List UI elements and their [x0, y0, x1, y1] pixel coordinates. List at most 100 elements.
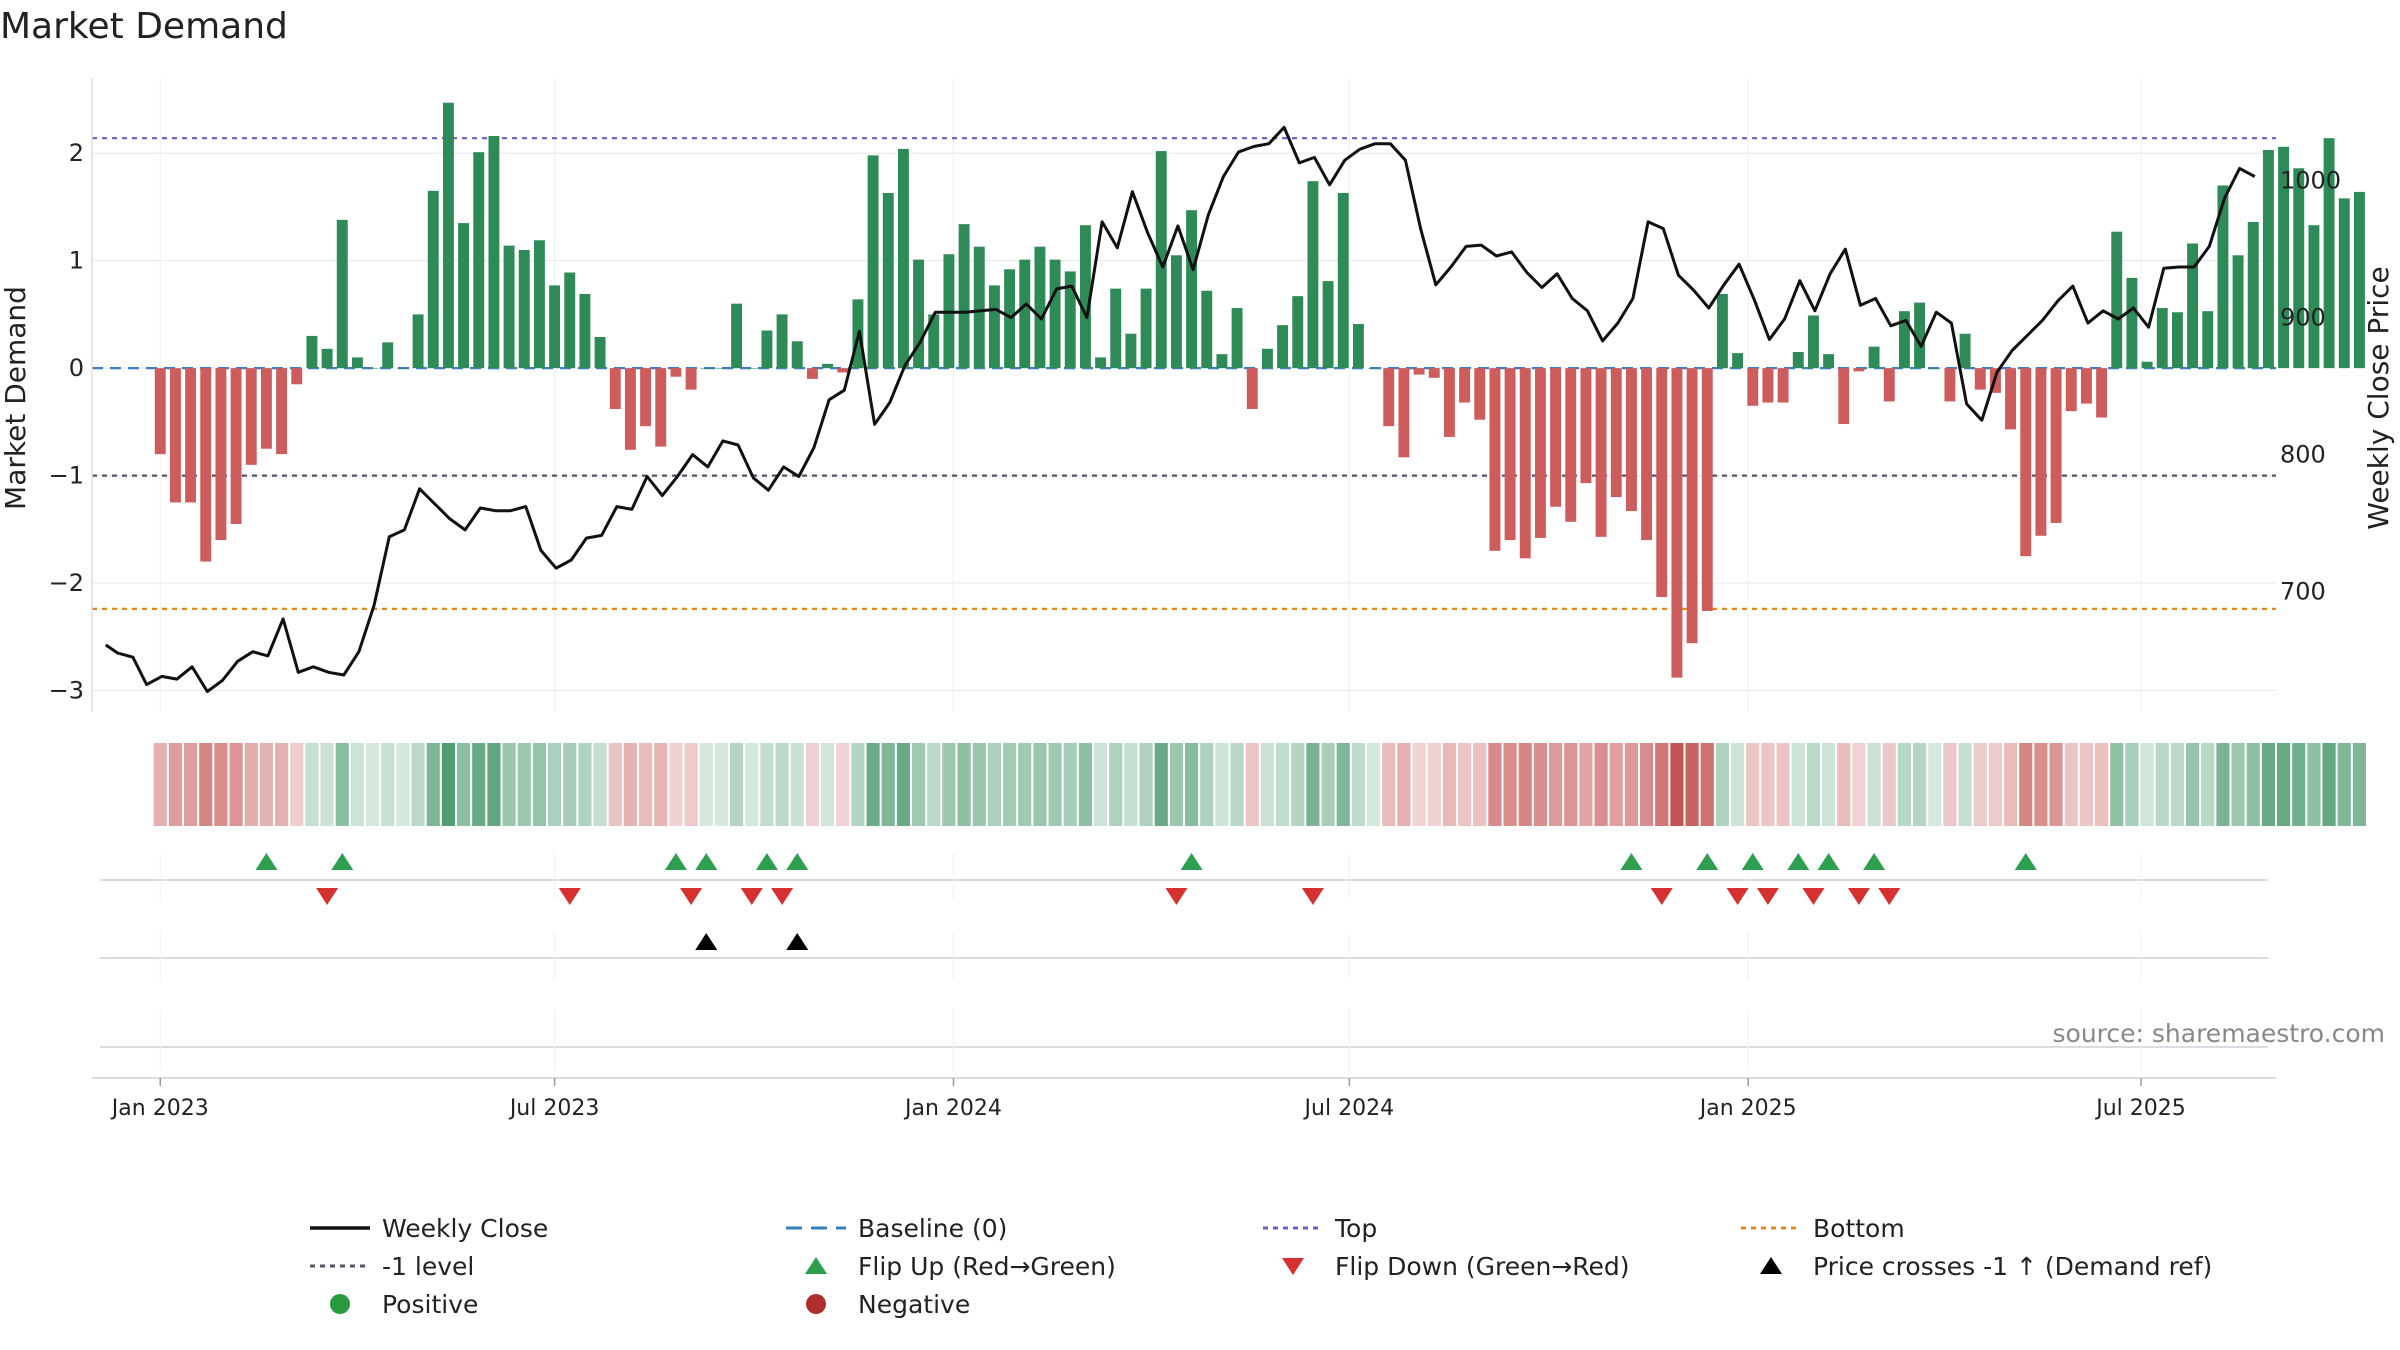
- positive-demand-bar: [458, 223, 470, 369]
- positive-demand-bar: [958, 224, 970, 369]
- legend-swatch-dot: [330, 1294, 350, 1314]
- heat-strip-cell-negative: [1427, 743, 1441, 826]
- positive-demand-bar: [351, 357, 363, 369]
- heat-strip-cell-positive: [821, 743, 835, 826]
- negative-demand-bar: [2035, 368, 2047, 536]
- negative-demand-bar: [169, 368, 181, 503]
- positive-demand-bar: [1125, 333, 1137, 369]
- negative-demand-bar: [276, 368, 288, 455]
- heat-strip-cell-positive: [912, 743, 926, 826]
- positive-demand-bar: [988, 285, 1000, 369]
- positive-demand-bar: [336, 219, 348, 369]
- heat-strip-cell-negative: [608, 743, 622, 826]
- positive-demand-bar: [2353, 191, 2365, 369]
- x-tick-label: Jan 2024: [903, 1096, 1002, 1121]
- positive-demand-bar: [1959, 333, 1971, 369]
- legend-label: -1 level: [382, 1252, 474, 1281]
- heat-strip-cell-negative: [1988, 743, 2002, 826]
- positive-demand-bar: [2141, 361, 2153, 369]
- negative-demand-bar: [1656, 368, 1668, 598]
- negative-demand-bar: [1383, 368, 1395, 427]
- heat-strip-cell-positive: [1897, 743, 1911, 826]
- y-tick-label-right: 700: [2280, 577, 2326, 605]
- positive-demand-bar: [549, 285, 561, 369]
- positive-demand-bar: [882, 192, 894, 369]
- heat-strip-cell-positive: [1200, 743, 1214, 826]
- heat-strip-cell-negative: [1837, 743, 1851, 826]
- y-tick-label-left: 0: [69, 354, 84, 382]
- positive-demand-bar: [822, 363, 834, 369]
- heat-strip-cell-positive: [942, 743, 956, 826]
- heat-strip-cell-negative: [669, 743, 683, 826]
- heat-strip-cell-negative: [1746, 743, 1760, 826]
- positive-demand-bar: [1292, 296, 1304, 369]
- heat-strip-cell-positive: [2322, 743, 2336, 826]
- flip-up-marker: [2014, 853, 2037, 870]
- source-note: source: sharemaestro.com: [2053, 1019, 2386, 1048]
- axes: −3 −2 −1 0 1 2 700 800 900 1000: [49, 78, 2341, 712]
- positive-demand-bar: [1201, 290, 1213, 369]
- reference-levels: [92, 137, 2276, 610]
- heat-strip-cell-positive: [366, 743, 380, 826]
- price-cross-marker: [786, 933, 809, 950]
- positive-demand-bar: [2217, 185, 2229, 369]
- negative-demand-bar: [200, 368, 212, 562]
- legend-label: Negative: [858, 1290, 970, 1319]
- negative-demand-bar: [1580, 368, 1592, 484]
- negative-demand-bar: [1489, 368, 1501, 551]
- negative-demand-bar: [1595, 368, 1607, 537]
- heat-strip-cell-negative: [1655, 743, 1669, 826]
- negative-demand-bar: [1883, 368, 1895, 402]
- legend-label: Bottom: [1813, 1214, 1905, 1243]
- heat-strip-cell-positive: [972, 743, 986, 826]
- heat-strip-cell-positive: [1731, 743, 1745, 826]
- negative-demand-bar: [1641, 368, 1653, 541]
- positive-demand-bar: [503, 245, 515, 369]
- flip-down-marker: [740, 888, 763, 905]
- positive-demand-bar: [2126, 277, 2138, 369]
- heat-strip-cell-negative: [2095, 743, 2109, 826]
- positive-demand-bar: [1095, 357, 1107, 369]
- negative-demand-bar: [655, 368, 667, 447]
- heat-strip-cell-positive: [1291, 743, 1305, 826]
- flip-down-marker: [316, 888, 339, 905]
- y-axis-label-right: Weekly Close Price: [2362, 266, 2395, 529]
- positive-demand-bar: [1868, 346, 1880, 369]
- positive-demand-bar: [427, 190, 439, 369]
- chart-title: Market Demand: [0, 6, 288, 47]
- negative-demand-bar: [640, 368, 652, 427]
- heat-strip-cell-positive: [1215, 743, 1229, 826]
- heat-strip-cell-positive: [745, 743, 759, 826]
- flip-up-marker: [1741, 853, 1764, 870]
- heat-strip-cell-positive: [760, 743, 774, 826]
- flip-up-marker: [695, 853, 718, 870]
- positive-demand-bar: [776, 314, 788, 369]
- heat-strip-cell-positive: [1154, 743, 1168, 826]
- positive-demand-bar: [442, 102, 454, 369]
- positive-demand-bar: [1898, 311, 1910, 369]
- heat-strip-cell-negative: [1382, 743, 1396, 826]
- heat-strip-cell-positive: [1822, 743, 1836, 826]
- heat-strip-cell-positive: [1260, 743, 1274, 826]
- y-tick-label-right: 800: [2280, 441, 2326, 469]
- heat-strip-cell-positive: [775, 743, 789, 826]
- heat-strip-cell-negative: [1397, 743, 1411, 826]
- heat-strip-cell-negative: [1882, 743, 1896, 826]
- legend-label: Weekly Close: [382, 1214, 548, 1243]
- legend: Weekly Close Baseline (0) Top Bottom -1 leve…: [310, 1214, 2212, 1319]
- heat-strip-cell-positive: [1336, 743, 1350, 826]
- flip-down-marker: [680, 888, 703, 905]
- weekly-close-price-line: [104, 125, 2256, 693]
- negative-demand-bar: [1474, 368, 1486, 420]
- heat-strip-cell-positive: [1124, 743, 1138, 826]
- negative-demand-bar: [2065, 368, 2077, 412]
- heat-strip-cell-positive: [987, 743, 1001, 826]
- negative-demand-bar: [1701, 368, 1713, 611]
- heat-strip-cell-positive: [1078, 743, 1092, 826]
- flip-markers: [92, 853, 2276, 1079]
- heat-strip-cell-positive: [1806, 743, 1820, 826]
- heat-strip-cell-positive: [730, 743, 744, 826]
- positive-demand-bar: [367, 368, 379, 369]
- flip-up-marker: [255, 853, 278, 870]
